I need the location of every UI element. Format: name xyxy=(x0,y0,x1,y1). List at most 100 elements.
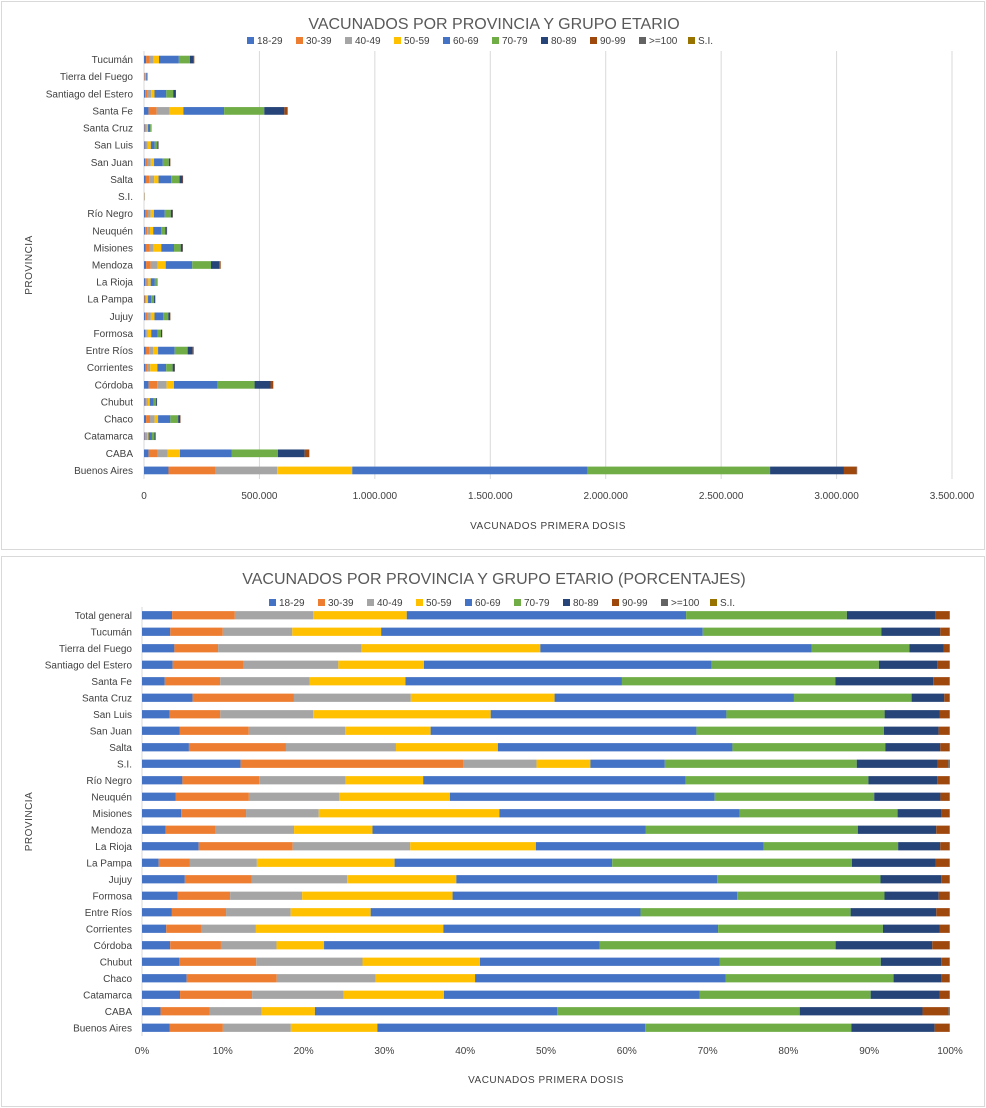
bar-misiones-18-29 xyxy=(142,809,182,818)
bar-santa-fe-70-79 xyxy=(224,107,265,115)
bar-salta-50-59 xyxy=(154,175,159,184)
y-axis-title: PROVINCIA xyxy=(24,792,35,852)
bar-catamarca-70-79 xyxy=(151,432,155,441)
bar-cordoba-40-49 xyxy=(157,380,167,389)
bar-mendoza-60-69 xyxy=(372,825,646,834)
bar-chaco-60-69 xyxy=(475,974,726,983)
bar-salta-18-29 xyxy=(144,175,146,184)
bar-formosa-80-89 xyxy=(884,891,939,900)
bar-entre-rios-90-99 xyxy=(936,908,950,917)
legend-swatch-70-79 xyxy=(514,599,521,606)
bar-santa-fe-90-99 xyxy=(933,677,950,686)
bar-san-juan-40-49 xyxy=(248,726,346,735)
legend-swatch-80-89 xyxy=(563,599,570,606)
bar-la-pampa-18-29 xyxy=(142,858,159,867)
bar-la-rioja-90-99 xyxy=(940,842,950,851)
bar-tierra-del-fuego-50-59 xyxy=(361,644,541,653)
bar-salta-18-29 xyxy=(142,743,189,752)
bar-salta-90-99 xyxy=(182,175,184,184)
bar-misiones-50-59 xyxy=(153,244,162,252)
legend-swatch-100 xyxy=(661,599,668,606)
x-tick-label: 1.000.000 xyxy=(353,491,398,502)
bar-catamarca-90-99 xyxy=(939,990,950,999)
bar-corrientes-90-99 xyxy=(939,924,950,933)
bar-santa-fe-80-89 xyxy=(835,677,934,686)
bar-mendoza-60-69 xyxy=(165,261,193,269)
bar-cordoba-18-29 xyxy=(144,380,149,389)
bar-chubut-70-79 xyxy=(719,957,881,966)
bar-tierra-del-fuego-18-29 xyxy=(142,644,175,653)
bar-caba-100 xyxy=(948,1007,950,1016)
bar-tucuman-30-39 xyxy=(146,55,150,64)
bar-chaco-18-29 xyxy=(144,415,147,423)
bar-catamarca-80-89 xyxy=(870,990,940,999)
bar-formosa-40-49 xyxy=(230,891,303,900)
bar-santa-fe-40-49 xyxy=(156,107,170,115)
bar-chaco-40-49 xyxy=(276,974,376,983)
legend-label-60-69: 60-69 xyxy=(453,36,479,47)
chart-percentage-svg: VACUNADOS POR PROVINCIA Y GRUPO ETARIO (… xyxy=(24,571,963,1086)
bar-la-rioja-30-39 xyxy=(198,842,293,851)
bar-s-i-80-89 xyxy=(856,759,938,768)
legend-label-30-39: 30-39 xyxy=(306,36,332,47)
category-label-rio-negro: Río Negro xyxy=(87,209,133,220)
bar-la-rioja-18-29 xyxy=(144,278,146,286)
bar-san-luis-70-79 xyxy=(154,141,158,150)
bar-san-luis-80-89 xyxy=(884,710,940,719)
bar-chubut-60-69 xyxy=(149,398,154,406)
bar-santa-cruz-18-29 xyxy=(142,693,193,702)
category-label-misiones: Misiones xyxy=(93,809,132,820)
bar-chubut-60-69 xyxy=(480,957,720,966)
legend-label-70-79: 70-79 xyxy=(502,36,528,47)
bar-rio-negro-40-49 xyxy=(147,209,151,218)
legend-label-s-i: S.I. xyxy=(698,36,713,47)
bar-santiago-del-estero-80-89 xyxy=(173,89,176,98)
bar-formosa-30-39 xyxy=(177,891,231,900)
x-tick-label: 0% xyxy=(135,1046,150,1057)
bar-caba-18-29 xyxy=(144,449,149,458)
legend-label-30-39: 30-39 xyxy=(328,598,354,609)
bar-tucuman-80-89 xyxy=(189,55,194,64)
bar-santa-fe-40-49 xyxy=(220,677,310,686)
bar-cordoba-90-99 xyxy=(932,941,950,950)
legend-label-70-79: 70-79 xyxy=(524,598,550,609)
bar-corrientes-40-49 xyxy=(147,363,151,372)
category-label-san-luis: San Luis xyxy=(94,141,133,152)
x-tick-label: 70% xyxy=(698,1046,718,1057)
bar-buenos-aires-90-99 xyxy=(843,466,857,475)
bar-santa-cruz-18-29 xyxy=(144,124,145,132)
bar-corrientes-50-59 xyxy=(255,924,444,933)
bar-neuquen-60-69 xyxy=(153,226,162,235)
bar-mendoza-80-89 xyxy=(210,261,220,269)
bar-formosa-90-99 xyxy=(938,891,950,900)
bar-la-rioja-70-79 xyxy=(154,278,157,286)
bar-tierra-del-fuego-60-69 xyxy=(540,644,812,653)
bar-la-pampa-60-69 xyxy=(394,858,613,867)
bar-entre-rios-80-89 xyxy=(850,908,937,917)
category-label-entre-rios: Entre Ríos xyxy=(85,908,132,919)
bar-entre-rios-40-49 xyxy=(226,908,291,917)
legend-label-18-29: 18-29 xyxy=(279,598,305,609)
bar-san-juan-60-69 xyxy=(430,726,697,735)
category-label-neuquen: Neuquén xyxy=(91,792,132,803)
bar-la-pampa-70-79 xyxy=(612,858,852,867)
bar-caba-50-59 xyxy=(261,1007,315,1016)
bar-mendoza-18-29 xyxy=(144,261,147,269)
category-label-san-juan: San Juan xyxy=(91,158,133,169)
bar-jujuy-50-59 xyxy=(347,875,457,884)
bar-entre-rios-70-79 xyxy=(174,346,188,355)
bar-la-rioja-30-39 xyxy=(145,278,147,286)
bar-santa-fe-50-59 xyxy=(169,107,184,115)
bar-formosa-18-29 xyxy=(142,891,178,900)
x-tick-label: 10% xyxy=(213,1046,233,1057)
bar-cordoba-30-39 xyxy=(170,941,221,950)
bar-chubut-90-99 xyxy=(941,957,950,966)
bar-la-pampa-80-89 xyxy=(154,295,156,304)
bar-neuquen-40-49 xyxy=(147,226,151,235)
bar-buenos-aires-30-39 xyxy=(169,1023,223,1032)
bar-total-general-60-69 xyxy=(406,611,687,620)
category-label-santa-cruz: Santa Cruz xyxy=(83,124,133,135)
x-axis-title: VACUNADOS PRIMERA DOSIS xyxy=(470,521,626,532)
bar-cordoba-60-69 xyxy=(174,380,218,389)
category-label-santa-fe: Santa Fe xyxy=(91,677,132,688)
